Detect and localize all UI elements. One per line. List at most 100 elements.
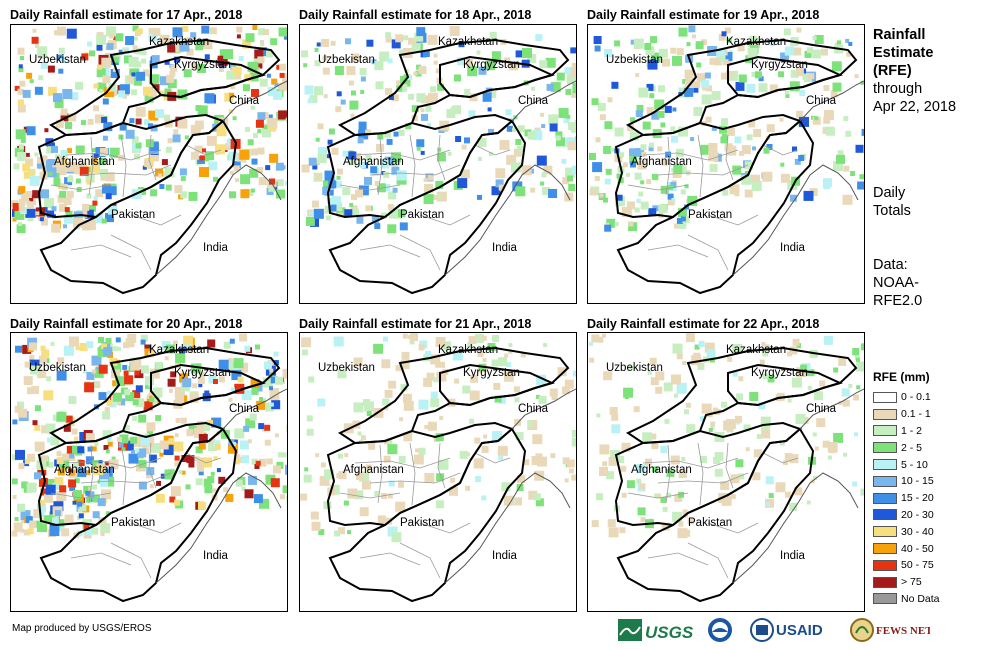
admin-boundary: [148, 134, 157, 181]
rainfall-cell: [796, 367, 807, 378]
rainfall-cell: [145, 384, 150, 390]
country-label-pakistan: Pakistan: [111, 517, 156, 529]
admin-boundary: [130, 522, 182, 534]
rainfall-cell: [12, 495, 17, 499]
rainfall-cell: [422, 50, 430, 57]
rainfall-cell: [700, 144, 711, 155]
rainfall-cell: [555, 131, 563, 139]
rainfall-cell: [602, 461, 608, 467]
rainfall-cell: [307, 98, 313, 104]
side-source-line: NOAA-: [873, 275, 919, 291]
panel-title: Daily Rainfall estimate for 21 Apr., 201…: [299, 317, 532, 331]
rainfall-cell: [814, 35, 824, 44]
rainfall-cell: [657, 110, 665, 118]
rainfall-cell: [144, 433, 149, 438]
rainfall-cell: [273, 360, 279, 366]
rainfall-cell: [373, 343, 384, 354]
rainfall-cell: [46, 376, 52, 382]
rainfall-cell: [98, 336, 105, 343]
rainfall-cell: [97, 82, 107, 92]
rainfall-cell: [395, 34, 404, 43]
rainfall-cell: [94, 442, 99, 447]
country-label-uzbekistan: Uzbekistan: [606, 362, 663, 374]
rainfall-cell: [350, 113, 355, 118]
rainfall-cell: [140, 436, 150, 446]
country-border-china: [511, 388, 576, 430]
rainfall-cell: [686, 424, 696, 434]
map-svg: [11, 25, 287, 295]
rainfall-cell: [273, 465, 281, 474]
rainfall-cell: [265, 402, 275, 412]
rainfall-cell: [256, 62, 263, 69]
rainfall-cell: [563, 117, 570, 124]
rainfall-cell: [147, 429, 154, 436]
rainfall-cell: [54, 510, 61, 517]
rainfall-cell: [216, 126, 227, 137]
rainfall-cell: [746, 134, 753, 141]
rainfall-cell: [360, 76, 366, 82]
rainfall-cell: [244, 345, 251, 352]
rainfall-cell: [90, 159, 100, 169]
rainfall-cell: [132, 416, 138, 421]
rainfall-cell: [591, 98, 599, 106]
rainfall-cell: [850, 171, 856, 176]
admin-boundary: [707, 522, 759, 534]
rainfall-cell: [692, 34, 696, 39]
rainfall-cell: [347, 530, 351, 535]
rainfall-cell: [595, 137, 601, 143]
rainfall-cell: [684, 69, 694, 79]
rainfall-cell: [22, 163, 31, 172]
admin-boundary: [762, 144, 799, 156]
country-label-afghanistan: Afghanistan: [631, 464, 692, 476]
rainfall-cell: [218, 359, 229, 370]
rainfall-cell: [636, 464, 645, 473]
rainfall-cell: [286, 425, 287, 433]
rainfall-cell: [541, 172, 547, 178]
rainfall-cell: [543, 165, 553, 175]
rainfall-cell: [727, 356, 733, 362]
country-border-china: [222, 80, 287, 122]
rainfall-cell: [96, 68, 106, 78]
rainfall-cell: [435, 361, 442, 368]
rainfall-cell: [739, 150, 744, 156]
rainfall-cell: [34, 472, 41, 480]
rainfall-cell: [384, 406, 389, 411]
rainfall-cell: [165, 344, 175, 354]
admin-boundary: [642, 457, 739, 469]
rainfall-cell: [122, 364, 128, 370]
rainfall-cell: [410, 333, 418, 342]
rainfall-cell: [823, 182, 831, 190]
rainfall-cell: [34, 405, 41, 412]
rainfall-cell: [63, 424, 71, 432]
rainfall-cell: [639, 483, 646, 490]
admin-boundary: [369, 472, 461, 484]
rainfall-cell: [855, 144, 864, 153]
rainfall-cell: [670, 181, 677, 188]
rainfall-cell: [20, 137, 26, 143]
rainfall-cell: [794, 487, 803, 496]
rainfall-cell: [262, 128, 271, 138]
rainfall-cell: [42, 455, 48, 462]
rainfall-cell: [620, 465, 627, 472]
rainfall-cell: [150, 189, 158, 197]
rainfall-cell: [382, 398, 390, 406]
rainfall-cell: [745, 447, 750, 452]
rainfall-cell: [165, 184, 172, 191]
rainfall-cell: [793, 47, 802, 56]
rainfall-cell: [13, 163, 20, 170]
country-label-afghanistan: Afghanistan: [343, 464, 404, 476]
rainfall-cell: [605, 168, 612, 175]
rainfall-cell: [469, 418, 475, 424]
rainfall-cell: [498, 396, 506, 404]
rainfall-cell: [17, 503, 26, 512]
rainfall-cell: [124, 389, 131, 396]
rainfall-cell: [430, 86, 437, 93]
rainfall-cell: [664, 105, 672, 113]
rainfall-cell: [686, 170, 691, 175]
rainfall-cell: [477, 351, 484, 358]
rainfall-cell: [344, 453, 349, 458]
rainfall-cell: [91, 157, 97, 164]
rainfall-cell: [59, 485, 67, 493]
rainfall-cell: [467, 66, 478, 77]
rainfall-cell: [57, 54, 64, 61]
